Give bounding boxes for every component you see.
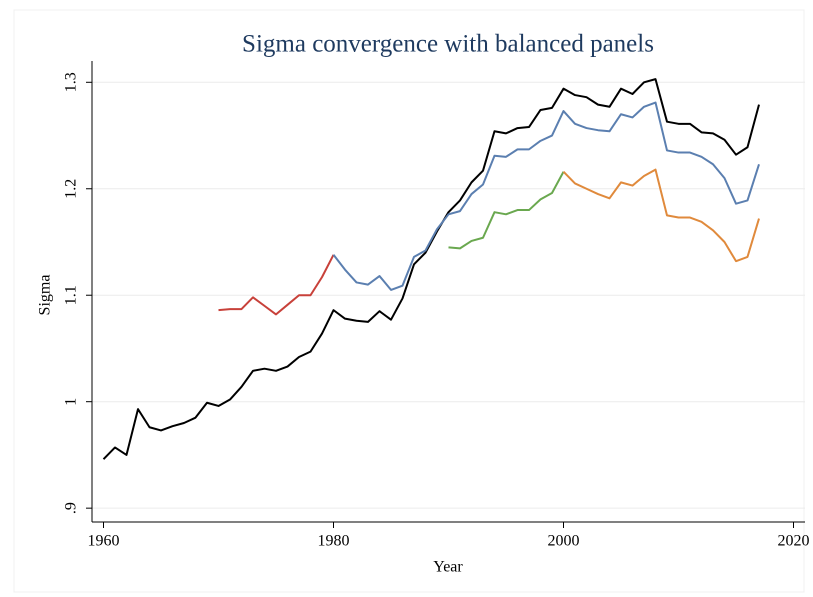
series-line [102, 78, 760, 460]
x-tick-label: 2020 [778, 533, 810, 550]
y-tick-label: 1.1 [63, 285, 80, 305]
x-tick-label: 1960 [88, 533, 120, 550]
series-line [332, 101, 760, 291]
chart-title: Sigma convergence with balanced panels [242, 31, 654, 58]
x-tick-label: 2000 [548, 533, 580, 550]
series-line [218, 254, 335, 316]
y-tick-label: 1 [63, 398, 80, 406]
series-line [562, 168, 760, 263]
y-axis-label: Sigma [37, 275, 54, 316]
x-axis-label: Year [433, 559, 463, 576]
series-line [448, 171, 565, 250]
frame [13, 9, 805, 593]
y-tick-label: 1.3 [63, 72, 80, 92]
x-tick-label: 1980 [318, 533, 350, 550]
y-tick-label: 1.2 [63, 179, 80, 199]
y-tick-label: .9 [63, 502, 80, 514]
